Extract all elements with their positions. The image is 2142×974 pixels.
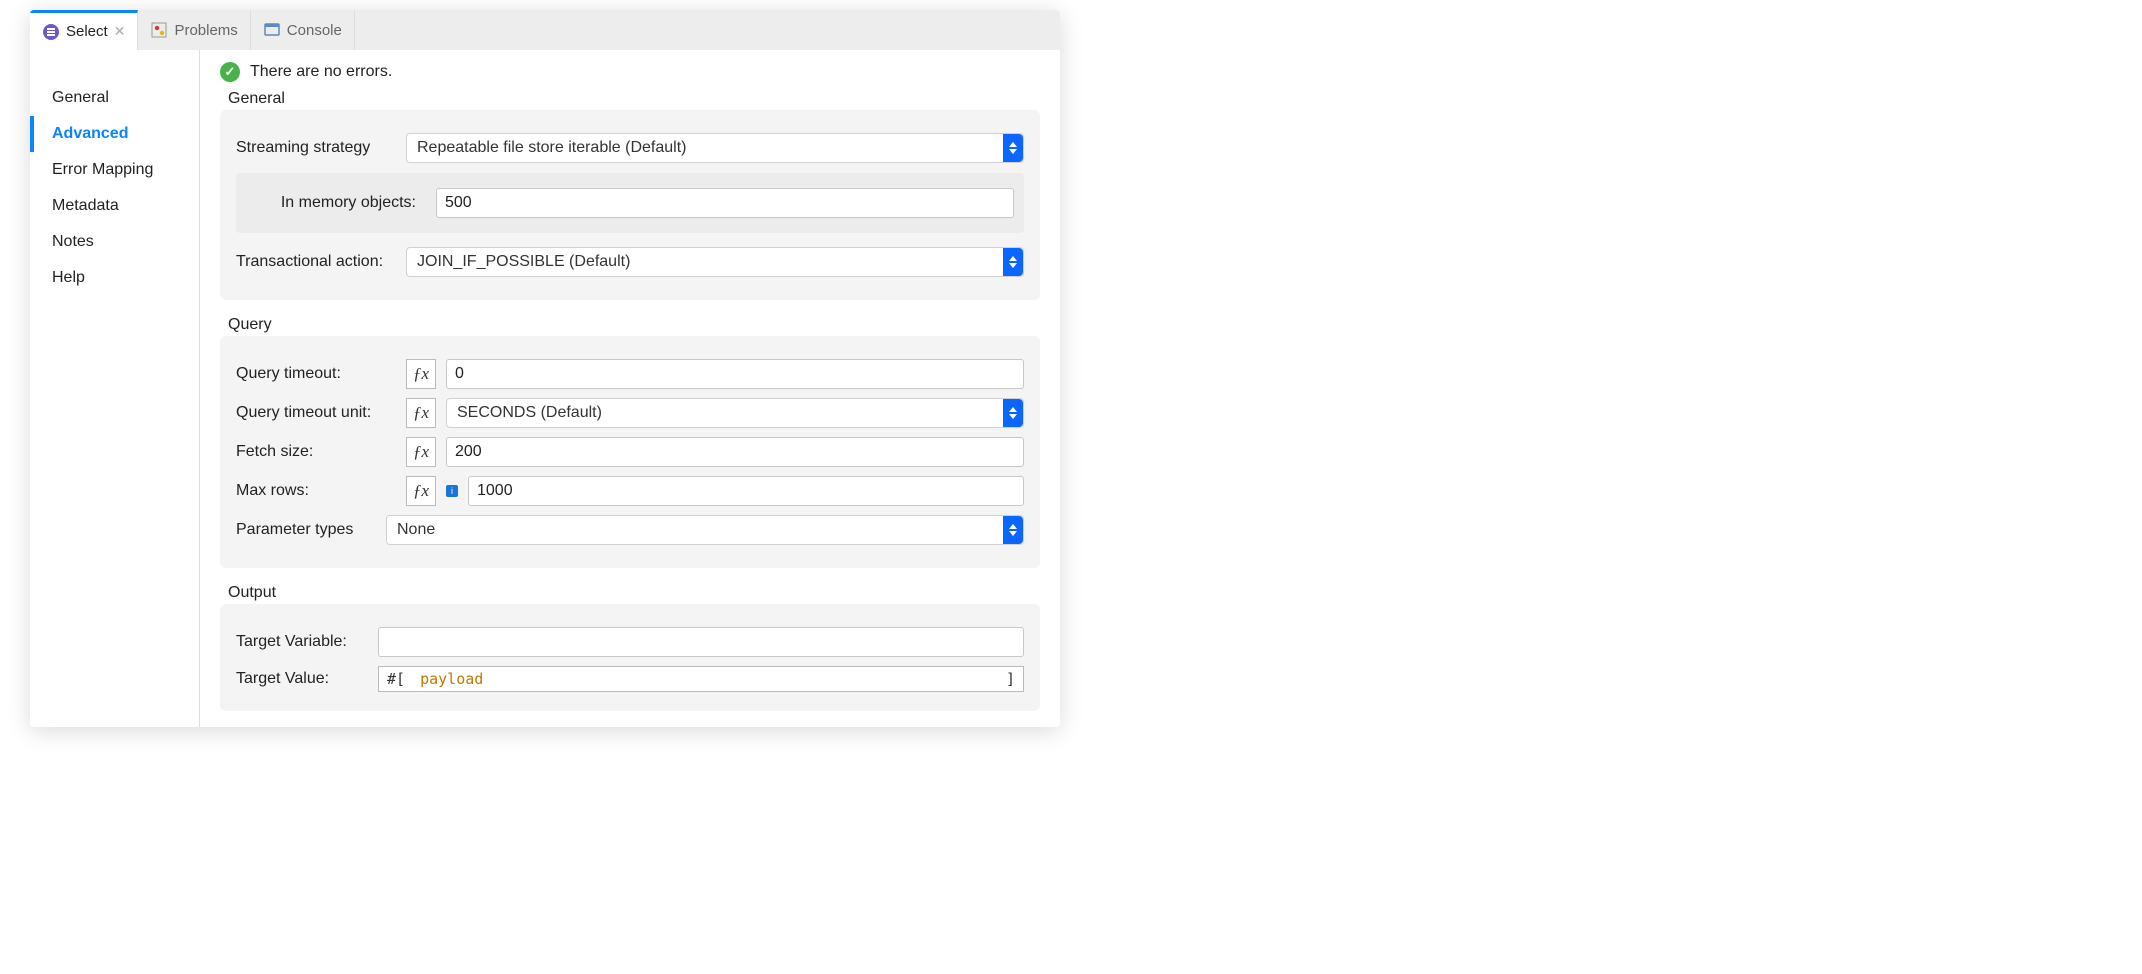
label-parameter-types: Parameter types	[236, 521, 376, 539]
select-streaming-strategy[interactable]: Repeatable file store iterable (Default)	[406, 133, 1024, 163]
config-window: Select ✕ Problems Console General Advanc…	[30, 10, 1060, 727]
sidebar-item-help[interactable]: Help	[30, 260, 199, 296]
select-value: SECONDS (Default)	[457, 404, 602, 422]
sidebar-item-advanced[interactable]: Advanced	[30, 116, 199, 152]
label-query-timeout: Query timeout:	[236, 365, 396, 383]
sidebar-item-metadata[interactable]: Metadata	[30, 188, 199, 224]
ok-icon: ✓	[220, 62, 240, 82]
tab-console[interactable]: Console	[251, 10, 355, 50]
status-text: There are no errors.	[250, 63, 392, 81]
section-query: Query timeout: ƒx Query timeout unit: ƒx…	[220, 336, 1040, 568]
section-title-general: General	[228, 90, 1040, 108]
streaming-subpanel: In memory objects:	[236, 173, 1024, 233]
label-max-rows: Max rows:	[236, 482, 396, 500]
tab-bar: Select ✕ Problems Console	[30, 10, 1060, 50]
sidebar-item-label: Help	[52, 269, 85, 286]
section-output: Target Variable: Target Value: #[ payloa…	[220, 604, 1040, 711]
label-target-value: Target Value:	[236, 670, 368, 688]
label-streaming-strategy: Streaming strategy	[236, 139, 396, 157]
label-query-timeout-unit: Query timeout unit:	[236, 404, 396, 422]
sidebar-item-notes[interactable]: Notes	[30, 224, 199, 260]
input-target-value[interactable]: #[ payload ]	[378, 666, 1024, 692]
fx-button[interactable]: ƒx	[406, 437, 436, 467]
sidebar-item-label: General	[52, 89, 109, 106]
expr-keyword: payload	[420, 670, 483, 688]
select-icon	[42, 23, 60, 41]
fx-button[interactable]: ƒx	[406, 476, 436, 506]
chevron-updown-icon	[1003, 399, 1023, 427]
editor-body: General Advanced Error Mapping Metadata …	[30, 50, 1060, 727]
chevron-updown-icon	[1003, 248, 1023, 276]
select-value: Repeatable file store iterable (Default)	[417, 139, 686, 157]
tab-select[interactable]: Select ✕	[30, 10, 138, 50]
sidebar-item-error-mapping[interactable]: Error Mapping	[30, 152, 199, 188]
input-target-variable[interactable]	[378, 627, 1024, 657]
sidebar-item-general[interactable]: General	[30, 80, 199, 116]
expr-suffix: ]	[1006, 670, 1015, 688]
fx-button[interactable]: ƒx	[406, 359, 436, 389]
problems-icon	[150, 21, 168, 39]
select-transactional-action[interactable]: JOIN_IF_POSSIBLE (Default)	[406, 247, 1024, 277]
label-target-variable: Target Variable:	[236, 633, 368, 651]
sidebar-item-label: Metadata	[52, 197, 119, 214]
status-row: ✓ There are no errors.	[220, 62, 1040, 82]
label-in-memory-objects: In memory objects:	[246, 194, 426, 212]
sidebar-item-label: Notes	[52, 233, 94, 250]
select-value: JOIN_IF_POSSIBLE (Default)	[417, 253, 630, 271]
close-icon[interactable]: ✕	[114, 23, 126, 40]
label-fetch-size: Fetch size:	[236, 443, 396, 461]
fx-button[interactable]: ƒx	[406, 398, 436, 428]
console-icon	[263, 21, 281, 39]
chevron-updown-icon	[1003, 516, 1023, 544]
section-title-output: Output	[228, 584, 1040, 602]
label-transactional-action: Transactional action:	[236, 253, 396, 271]
tab-label: Console	[287, 22, 342, 39]
input-query-timeout[interactable]	[446, 359, 1024, 389]
section-general: Streaming strategy Repeatable file store…	[220, 110, 1040, 300]
select-value: None	[397, 521, 435, 539]
tab-label: Problems	[174, 22, 237, 39]
tab-problems[interactable]: Problems	[138, 10, 250, 50]
input-max-rows[interactable]	[468, 476, 1024, 506]
section-title-query: Query	[228, 316, 1040, 334]
expr-prefix: #[	[387, 670, 405, 688]
input-fetch-size[interactable]	[446, 437, 1024, 467]
input-in-memory-objects[interactable]	[436, 188, 1014, 218]
main-panel: ✓ There are no errors. General Streaming…	[200, 50, 1060, 727]
sidebar-item-label: Error Mapping	[52, 161, 153, 178]
select-query-timeout-unit[interactable]: SECONDS (Default)	[446, 398, 1024, 428]
sidebar-item-label: Advanced	[52, 125, 128, 142]
info-icon[interactable]: i	[446, 485, 458, 497]
chevron-updown-icon	[1003, 134, 1023, 162]
select-parameter-types[interactable]: None	[386, 515, 1024, 545]
sidebar: General Advanced Error Mapping Metadata …	[30, 50, 200, 727]
tab-label: Select	[66, 23, 108, 40]
